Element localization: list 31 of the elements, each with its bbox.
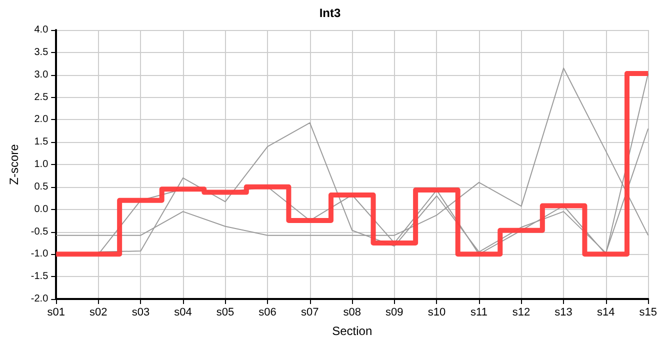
y-tick-label: -2.0 xyxy=(30,294,49,304)
y-tick-label: 0.0 xyxy=(34,204,49,215)
y-tick-label: -0.5 xyxy=(30,226,49,238)
y-tick-label: 0.5 xyxy=(34,181,49,192)
x-tick-label: s12 xyxy=(512,306,530,318)
y-tick-label: 3.5 xyxy=(34,46,49,58)
x-tick-label: s13 xyxy=(554,306,572,318)
x-tick-label: s01 xyxy=(47,306,66,318)
y-tick-label: 2.0 xyxy=(34,114,49,126)
x-tick-label: s11 xyxy=(470,306,488,318)
x-axis-title: Section xyxy=(332,324,372,338)
x-tick-label: s14 xyxy=(596,306,615,318)
y-tick-label: 1.0 xyxy=(34,159,49,170)
y-axis-title: Z-score xyxy=(7,144,21,185)
x-tick-label: s02 xyxy=(90,306,108,318)
chart-title: Int3 xyxy=(319,6,341,20)
x-tick-label: s06 xyxy=(258,306,276,318)
y-tick-label: 3.0 xyxy=(34,69,49,80)
y-tick-label: 2.5 xyxy=(34,92,49,103)
y-tick-label: 4.0 xyxy=(34,24,49,36)
y-tick-label: -1.0 xyxy=(30,248,49,260)
x-tick-label: s07 xyxy=(300,306,319,318)
x-tick-label: s08 xyxy=(343,306,362,318)
x-tick-label: s10 xyxy=(428,306,446,318)
x-tick-label: s03 xyxy=(132,306,150,318)
y-tick-label: 1.5 xyxy=(34,136,49,148)
x-tick-label: s15 xyxy=(639,306,658,318)
x-tick-label: s05 xyxy=(216,306,234,318)
y-tick-label: -1.5 xyxy=(30,271,49,282)
x-tick-label: s04 xyxy=(174,306,192,318)
x-tick-label: s09 xyxy=(386,306,404,318)
